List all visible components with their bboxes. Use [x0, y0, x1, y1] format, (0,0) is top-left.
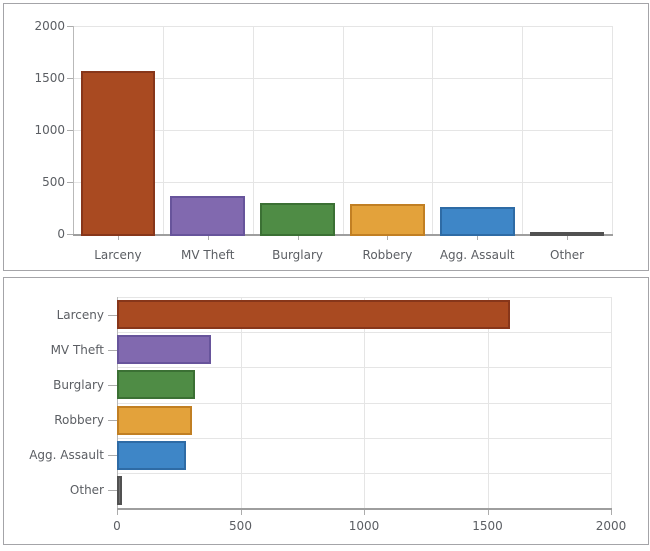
bar-larceny[interactable] [80, 70, 156, 236]
category-label: Agg. Assault [439, 248, 515, 262]
value-axis-line [73, 26, 74, 236]
category-axis-tick [108, 420, 117, 422]
gridline [611, 297, 612, 508]
category-axis-tick [207, 236, 209, 240]
bar-other[interactable] [529, 232, 605, 236]
gridline [117, 332, 611, 334]
bar-agg-assault[interactable] [439, 206, 515, 236]
bar-robbery[interactable] [350, 204, 425, 236]
x-axis-tick [487, 510, 489, 515]
horizontal-bar-chart: 0 500 1000 1500 2000 Larceny MV Theft Burglary R… [4, 278, 648, 544]
bar-robbery[interactable] [117, 405, 193, 435]
category-label: Other [69, 483, 104, 498]
y-axis-tick-label: 1500 [34, 71, 65, 85]
category-axis-tick [108, 455, 117, 457]
x-axis-tick-label: 1000 [348, 519, 380, 533]
category-axis-tick [297, 236, 299, 240]
x-axis-tick-label: 500 [229, 519, 252, 533]
category-label: Robbery [362, 248, 413, 262]
category-axis-line [73, 234, 613, 236]
gridline [117, 297, 611, 298]
gridline [252, 26, 254, 234]
bar-mv-theft[interactable] [117, 335, 211, 365]
bar-burglary[interactable] [260, 203, 335, 236]
category-axis-line [117, 297, 118, 510]
category-label: Larceny [56, 307, 104, 322]
y-axis-tick [67, 78, 73, 79]
value-axis-line [117, 508, 612, 510]
bar-mv-theft[interactable] [170, 196, 246, 236]
y-axis-tick-label: 0 [57, 227, 65, 241]
y-axis-tick [67, 26, 73, 27]
bar-burglary[interactable] [117, 370, 195, 400]
horizontal-bar-chart-panel: 0 500 1000 1500 2000 Larceny MV Theft Burglary R… [3, 277, 649, 545]
gridline [117, 402, 611, 404]
y-axis-tick [67, 182, 73, 183]
category-label: Burglary [272, 248, 324, 262]
y-axis-tick [67, 130, 73, 131]
gridline [432, 26, 434, 234]
category-label: Agg. Assault [29, 448, 104, 463]
category-axis-tick [108, 349, 117, 351]
gridline [342, 26, 344, 234]
category-label: Robbery [54, 413, 104, 428]
category-axis-tick [108, 384, 117, 386]
bar-agg-assault[interactable] [117, 440, 187, 470]
category-axis-tick [108, 314, 117, 316]
gridline [522, 26, 524, 234]
x-axis-tick [611, 510, 612, 515]
y-axis-tick-label: 2000 [34, 19, 65, 33]
x-axis-tick [364, 510, 365, 515]
category-label: Other [550, 248, 585, 262]
x-axis-tick-label: 1500 [472, 519, 503, 533]
category-label: Larceny [94, 248, 142, 262]
bar-other[interactable] [117, 475, 122, 505]
gridline [162, 26, 164, 234]
y-axis-tick-label: 500 [42, 175, 65, 189]
x-axis-tick [240, 510, 242, 515]
category-axis-tick [387, 236, 389, 240]
category-axis-tick [567, 236, 569, 240]
y-axis-tick-label: 1000 [34, 123, 65, 137]
category-axis-tick [117, 236, 119, 240]
gridline [117, 367, 611, 369]
category-axis-tick [108, 490, 117, 492]
category-axis-tick [477, 236, 479, 240]
vertical-bar-chart-panel: 0 500 1000 1500 2000 Larceny MV Theft Burglary R… [3, 3, 649, 271]
category-label: Burglary [53, 377, 104, 392]
x-axis-tick-label: 2000 [595, 519, 627, 533]
bar-larceny[interactable] [117, 300, 510, 330]
gridline [117, 437, 611, 439]
vertical-bar-chart: 0 500 1000 1500 2000 Larceny MV Theft Burglary R… [4, 4, 648, 270]
x-axis-tick [117, 510, 118, 515]
category-label: MV Theft [50, 342, 104, 357]
y-axis-tick [67, 234, 73, 235]
gridline [117, 472, 611, 474]
gridline [612, 26, 613, 234]
category-label: MV Theft [181, 248, 235, 262]
x-axis-tick-label: 0 [113, 519, 121, 533]
